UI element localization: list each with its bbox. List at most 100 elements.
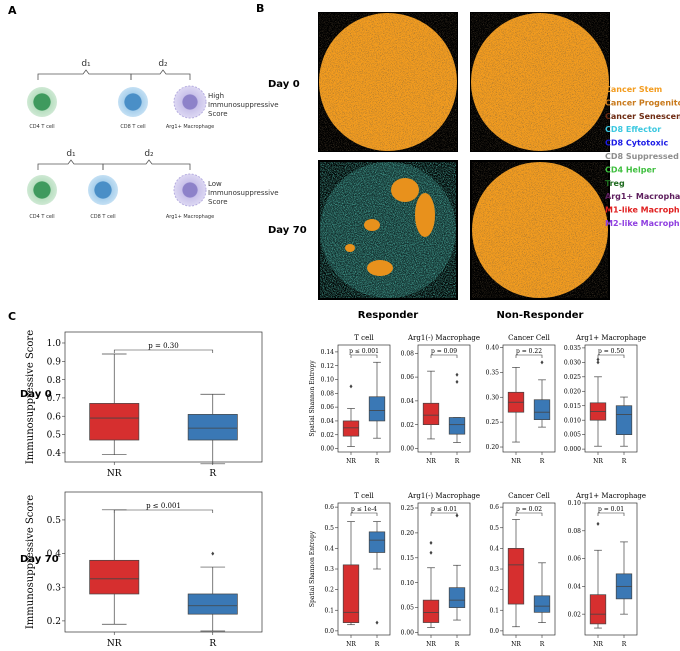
box: [89, 403, 140, 441]
significance-bracket: [350, 354, 378, 358]
outlier: [596, 357, 600, 362]
box: [448, 417, 466, 435]
box: [368, 396, 386, 422]
y-tick-label: 0.020: [564, 388, 581, 395]
row-label: Day 70: [268, 225, 307, 236]
y-tick-label: 0.6: [324, 504, 334, 511]
y-tick-label: 0.10: [568, 500, 582, 507]
y-tick-label: 0.3: [47, 583, 62, 593]
chart-title: Cancer Cell: [508, 334, 550, 342]
chart-title: Arg1+ Macrophage: [575, 334, 646, 342]
x-tick-label: R: [540, 458, 545, 465]
x-tick-label: R: [455, 458, 460, 465]
score-label: Score: [208, 198, 228, 206]
y-tick-label: 0.00: [321, 446, 335, 453]
y-tick-label: 0.15: [401, 555, 415, 562]
row-label: Day 0: [20, 389, 52, 400]
y-tick-label: 0.06: [568, 556, 582, 563]
y-tick-label: 0.000: [564, 446, 581, 453]
y-tick-label: 0.5: [324, 525, 334, 532]
y-tick-label: 0.5: [47, 431, 62, 441]
score-label: Immunosuppressive: [208, 189, 279, 197]
outlier: [596, 360, 600, 365]
column-label: Responder: [358, 310, 419, 321]
y-tick-label: 0.3: [324, 566, 334, 573]
box: [533, 595, 551, 613]
outlier: [211, 551, 215, 556]
x-tick-label: R: [622, 458, 627, 465]
y-tick-label: 0.5: [47, 516, 62, 526]
significance-bracket: [597, 512, 625, 516]
y-tick-label: 0.06: [321, 404, 335, 411]
chart-title: Cancer Cell: [508, 492, 550, 500]
p-value: p = 0.09: [431, 348, 457, 355]
y-tick-label: 0.6: [489, 504, 499, 511]
y-tick-label: 0.04: [568, 583, 582, 590]
panel-label: C: [8, 310, 16, 323]
y-tick-label: 0.08: [321, 390, 335, 397]
significance-bracket: [515, 512, 543, 516]
p-value: p ≤ 0.01: [431, 506, 457, 513]
box: [342, 564, 360, 623]
plot-frame: [417, 502, 471, 636]
y-tick-label: 0.20: [486, 444, 500, 451]
plot-frame: [584, 502, 638, 636]
panel-c: 0.4 0.5 0.6 0.7 0.8 0.9 1.0 NR R Immunosuppressiv…: [20, 330, 646, 649]
plot-frame: [584, 344, 638, 453]
y-tick-label: 0.02: [321, 432, 335, 439]
distance-label: d₂: [144, 149, 154, 159]
y-tick-label: 0.035: [564, 345, 581, 352]
y-axis-label: Spatial Shannon Entropy: [309, 530, 316, 607]
cell-label: Arg1+ Macrophage: [166, 124, 214, 130]
legend-entry: Cancer Senescent: [605, 112, 680, 121]
plot-frame: [64, 331, 263, 463]
outlier: [540, 360, 544, 365]
y-tick-label: 0.010: [564, 417, 581, 424]
x-tick-label: NR: [346, 458, 356, 465]
p-value: p = 0.30: [148, 342, 178, 350]
score-label: Score: [208, 110, 228, 118]
x-tick-label: R: [209, 639, 216, 649]
y-tick-label: 0.14: [321, 349, 335, 356]
y-tick-label: 0.0: [489, 628, 499, 635]
p-value: p = 0.22: [516, 348, 542, 355]
y-tick-label: 0.5: [489, 525, 499, 532]
chart-title: Arg1+ Macrophage: [575, 492, 646, 500]
y-tick-label: 0.9: [47, 357, 62, 367]
box: [187, 414, 238, 441]
p-value: p ≤ 0.001: [146, 502, 181, 510]
significance-bracket: [113, 509, 214, 513]
legend-entry: M1-like Macrophage: [605, 206, 680, 215]
x-tick-label: NR: [107, 639, 122, 649]
distance-label: d₁: [66, 149, 76, 159]
distance-label: d₁: [81, 59, 91, 69]
y-tick-label: 0.25: [401, 505, 415, 512]
significance-bracket: [113, 349, 214, 353]
legend-entry: CD8 Suppressed: [605, 152, 679, 161]
score-label: Low: [208, 180, 222, 188]
y-tick-label: 0.00: [401, 630, 415, 637]
outlier: [429, 540, 433, 545]
score-label: High: [208, 92, 224, 100]
x-tick-label: R: [622, 641, 627, 648]
y-tick-label: 0.6: [47, 412, 62, 422]
y-tick-label: 0.25: [486, 419, 500, 426]
cell-label: Arg1+ Macrophage: [166, 214, 214, 220]
box: [589, 594, 607, 625]
y-tick-label: 0.02: [401, 422, 415, 429]
y-tick-label: 0.10: [321, 377, 335, 384]
legend-entry: M2-like Macrophage: [605, 219, 680, 228]
panel-a-diagram: [37, 69, 191, 170]
outlier: [349, 384, 353, 389]
y-tick-label: 0.005: [564, 432, 581, 439]
x-tick-label: NR: [511, 458, 521, 465]
outlier: [596, 521, 600, 526]
row-label: Day 70: [20, 554, 59, 565]
y-tick-label: 0.12: [321, 363, 335, 370]
y-tick-label: 0.10: [401, 580, 415, 587]
legend-entry: Treg: [605, 179, 625, 188]
y-tick-label: 0.04: [401, 398, 415, 405]
plot-frame: [417, 344, 471, 453]
cell-label: CD8 T cell: [90, 214, 115, 220]
